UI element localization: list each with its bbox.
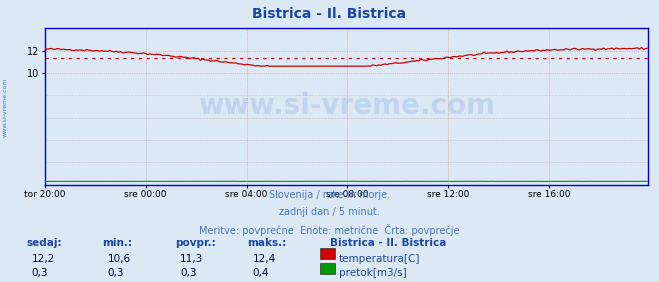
Text: sedaj:: sedaj:: [26, 238, 62, 248]
Text: Bistrica - Il. Bistrica: Bistrica - Il. Bistrica: [330, 238, 446, 248]
Text: 0,4: 0,4: [252, 268, 269, 278]
Text: maks.:: maks.:: [247, 238, 287, 248]
Text: 10,6: 10,6: [107, 254, 130, 264]
Text: 12,4: 12,4: [252, 254, 275, 264]
Text: min.:: min.:: [102, 238, 132, 248]
Text: Bistrica - Il. Bistrica: Bistrica - Il. Bistrica: [252, 7, 407, 21]
Text: povpr.:: povpr.:: [175, 238, 215, 248]
Text: 0,3: 0,3: [32, 268, 48, 278]
Text: 0,3: 0,3: [180, 268, 196, 278]
Text: Meritve: povprečne  Enote: metrične  Črta: povprečje: Meritve: povprečne Enote: metrične Črta:…: [199, 224, 460, 236]
Text: 11,3: 11,3: [180, 254, 203, 264]
Text: 0,3: 0,3: [107, 268, 124, 278]
Text: pretok[m3/s]: pretok[m3/s]: [339, 268, 407, 278]
Text: zadnji dan / 5 minut.: zadnji dan / 5 minut.: [279, 207, 380, 217]
Text: www.si-vreme.com: www.si-vreme.com: [198, 92, 495, 120]
Text: Slovenija / reke in morje.: Slovenija / reke in morje.: [269, 190, 390, 200]
Text: temperatura[C]: temperatura[C]: [339, 254, 420, 264]
Text: 12,2: 12,2: [32, 254, 55, 264]
Text: www.si-vreme.com: www.si-vreme.com: [3, 78, 8, 137]
